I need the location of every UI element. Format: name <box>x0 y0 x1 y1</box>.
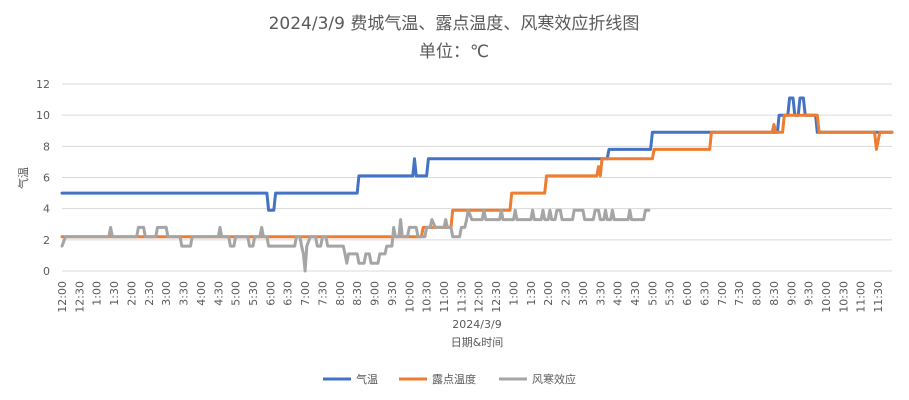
x-tick-label: 2:00 <box>542 281 555 306</box>
y-tick-label: 2 <box>43 234 50 247</box>
series-line-0 <box>60 96 894 212</box>
x-tick-label: 5:00 <box>230 281 243 306</box>
legend-label-1: 露点温度 <box>432 372 476 386</box>
x-tick-label: 8:30 <box>768 281 781 306</box>
y-tick-label: 8 <box>43 140 50 153</box>
x-tick-label: 5:00 <box>646 281 659 306</box>
x-tick-label: 9:30 <box>386 281 399 306</box>
x-tick-label: 8:00 <box>751 281 764 306</box>
x-tick-label: 2:30 <box>560 281 573 306</box>
series-line-2 <box>60 208 651 273</box>
x-tick-label: 6:00 <box>264 281 277 306</box>
x-axis-label: 2024/3/9 <box>452 318 501 331</box>
x-tick-label: 2:30 <box>143 281 156 306</box>
legend: 气温 露点温度 风寒效应 <box>323 372 576 386</box>
x-tick-label: 9:30 <box>803 281 816 306</box>
x-tick-label: 2:00 <box>125 281 138 306</box>
x-tick-label: 1:30 <box>108 281 121 306</box>
x-tick-label: 4:30 <box>629 281 642 306</box>
x-tick-label: 3:00 <box>160 281 173 306</box>
x-tick-label: 10:30 <box>837 281 850 313</box>
x-tick-label: 12:00 <box>473 281 486 313</box>
x-tick-label: 7:00 <box>716 281 729 306</box>
x-tick-label: 5:30 <box>247 281 260 306</box>
gridlines <box>62 83 892 272</box>
x-tick-label: 6:00 <box>681 281 694 306</box>
x-tick-label: 8:00 <box>334 281 347 306</box>
x-axis-ticks: 12:00 12:30 1:00 1:30 2:00 2:30 3:00 3:30 4:00 4:… <box>56 281 885 313</box>
series-lines <box>60 96 894 273</box>
x-tick-label: 1:00 <box>507 281 520 306</box>
chart-title: 2024/3/9 费城气温、露点温度、风寒效应折线图 <box>269 14 640 34</box>
x-tick-label: 10:00 <box>403 281 416 313</box>
chart-subtitle: 单位：℃ <box>419 42 489 62</box>
x-tick-label: 12:30 <box>73 281 86 313</box>
y-tick-label: 0 <box>43 265 50 278</box>
legend-label-2: 风寒效应 <box>532 372 576 386</box>
x-tick-label: 8:30 <box>351 281 364 306</box>
legend-label-0: 气温 <box>356 372 378 386</box>
x-tick-label: 7:00 <box>299 281 312 306</box>
y-axis-label: 气温 <box>16 167 30 189</box>
x-tick-label: 12:30 <box>490 281 503 313</box>
x-tick-label: 4:30 <box>212 281 225 306</box>
x-tick-label: 1:30 <box>525 281 538 306</box>
x-tick-label: 3:30 <box>594 281 607 306</box>
x-tick-label: 7:30 <box>733 281 746 306</box>
y-axis-ticks: 0 2 4 6 8 10 12 <box>36 78 50 278</box>
x-tick-label: 11:00 <box>855 281 868 313</box>
x-tick-label: 11:30 <box>455 281 468 313</box>
x-tick-label: 5:30 <box>664 281 677 306</box>
y-tick-label: 6 <box>43 172 50 185</box>
x-axis-label-secondary: 日期&时间 <box>451 336 504 349</box>
x-tick-label: 1:00 <box>91 281 104 306</box>
x-tick-label: 4:00 <box>612 281 625 306</box>
x-tick-label: 7:30 <box>316 281 329 306</box>
y-tick-label: 12 <box>36 78 50 91</box>
x-tick-label: 3:00 <box>577 281 590 306</box>
y-tick-label: 4 <box>43 203 50 216</box>
x-tick-label: 10:30 <box>421 281 434 313</box>
x-tick-label: 9:00 <box>369 281 382 306</box>
x-tick-label: 4:00 <box>195 281 208 306</box>
x-tick-label: 11:00 <box>438 281 451 313</box>
x-tick-label: 10:00 <box>820 281 833 313</box>
x-tick-label: 3:30 <box>178 281 191 306</box>
y-tick-label: 10 <box>36 109 50 122</box>
x-tick-label: 11:30 <box>872 281 885 313</box>
series-line-1 <box>60 113 894 239</box>
x-tick-label: 9:00 <box>785 281 798 306</box>
x-tick-label: 12:00 <box>56 281 69 313</box>
x-tick-label: 6:30 <box>282 281 295 306</box>
x-tick-label: 6:30 <box>698 281 711 306</box>
